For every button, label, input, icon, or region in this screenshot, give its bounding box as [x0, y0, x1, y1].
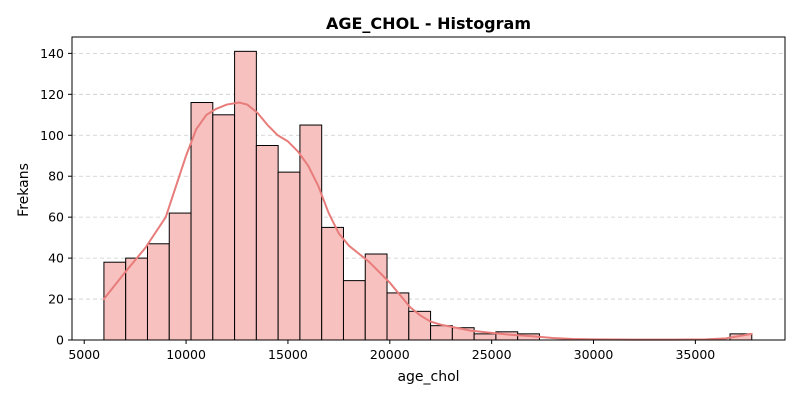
histogram-bar-7	[255, 145, 279, 341]
x-axis-label: age_chol	[397, 369, 459, 385]
y-tick-label-0: 0	[56, 333, 64, 348]
kde-curve	[102, 101, 753, 341]
axes-layer	[71, 36, 786, 341]
histogram-bar-6	[234, 50, 257, 341]
histogram-bar-15	[430, 325, 453, 341]
x-tick-label-4: 25000	[472, 347, 512, 362]
x-tick-label-6: 35000	[675, 347, 715, 362]
y-tick-label-3: 60	[48, 210, 64, 225]
y-tick-label-4: 80	[48, 169, 64, 184]
histogram-bar-13	[386, 292, 410, 341]
x-tick-label-3: 20000	[370, 347, 410, 362]
histogram-bar-8	[277, 171, 301, 341]
chart-title: AGE_CHOL - Histogram	[326, 14, 531, 33]
y-axis-label: Frekans	[16, 163, 32, 217]
y-tick-label-5: 100	[40, 128, 64, 143]
x-tick-label-1: 10000	[166, 347, 206, 362]
ticks-layer: 5000 10000 15000 20000 25000 30000 35000 0 20 40 6…	[40, 46, 715, 362]
plot-frame	[71, 36, 786, 341]
x-tick-label-2: 15000	[268, 347, 308, 362]
histogram-bar-4	[190, 102, 214, 341]
x-tick-label-5: 30000	[574, 347, 614, 362]
y-tick-label-1: 20	[48, 292, 64, 307]
histogram-bar-12	[364, 253, 388, 341]
histogram-bar-11	[342, 280, 366, 341]
histogram-bar-10	[321, 226, 344, 341]
histogram-bar-17	[473, 333, 497, 341]
histogram-bar-0	[103, 261, 127, 341]
x-tick-label-0: 5000	[68, 347, 100, 362]
kde-layer	[102, 101, 753, 341]
histogram-bar-1	[125, 257, 148, 341]
histogram-bar-3	[168, 212, 192, 341]
histogram-bar-2	[146, 243, 170, 341]
histogram-bar-5	[212, 114, 236, 341]
y-tick-label-2: 40	[48, 251, 64, 266]
y-tick-label-6: 120	[40, 87, 64, 102]
bar-layer	[103, 50, 753, 341]
y-tick-label-7: 140	[40, 46, 64, 61]
